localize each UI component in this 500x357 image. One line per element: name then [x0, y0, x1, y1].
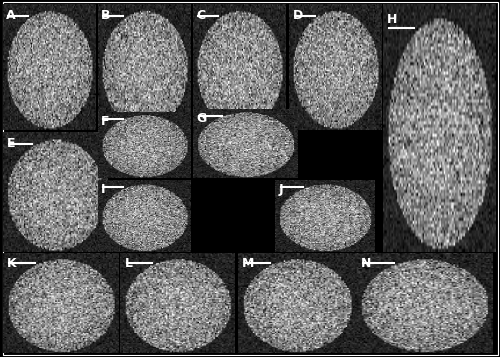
- Text: N: N: [360, 257, 371, 271]
- Text: E: E: [6, 137, 15, 150]
- Text: H: H: [387, 14, 398, 26]
- Text: J: J: [279, 183, 283, 196]
- Text: D: D: [292, 9, 303, 22]
- Text: L: L: [124, 257, 132, 271]
- Text: C: C: [196, 9, 205, 22]
- Text: A: A: [6, 9, 16, 22]
- Text: G: G: [196, 112, 207, 125]
- Text: M: M: [242, 257, 254, 271]
- Text: F: F: [101, 115, 110, 128]
- Text: K: K: [7, 257, 16, 271]
- Text: I: I: [101, 183, 105, 196]
- Text: B: B: [101, 9, 110, 22]
